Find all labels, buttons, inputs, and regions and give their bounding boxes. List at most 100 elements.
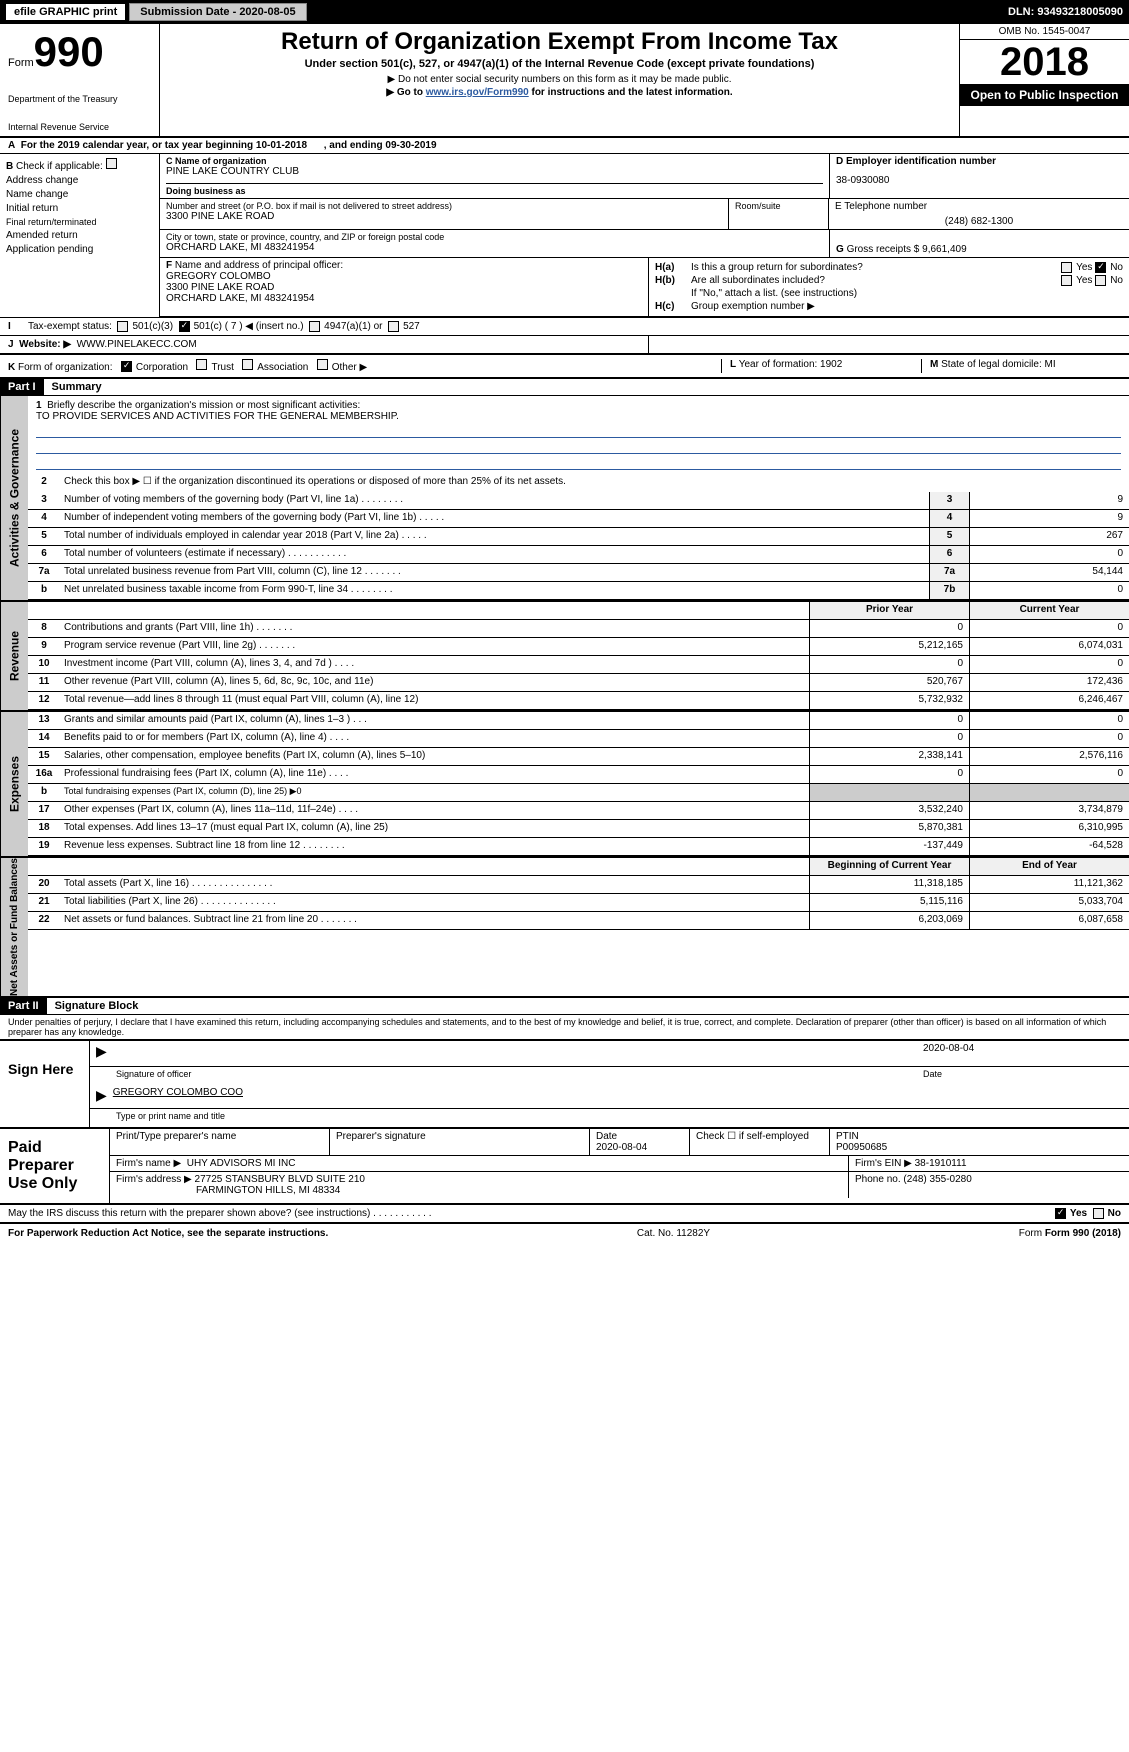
data-line: 12Total revenue—add lines 8 through 11 (… bbox=[28, 692, 1129, 710]
check-pending: Application pending bbox=[6, 244, 153, 255]
footer: For Paperwork Reduction Act Notice, see … bbox=[0, 1224, 1129, 1243]
firm-name: UHY ADVISORS MI INC bbox=[187, 1158, 296, 1169]
527-check[interactable] bbox=[388, 321, 399, 332]
gov-line: 7aTotal unrelated business revenue from … bbox=[28, 564, 1129, 582]
tax-year: 2018 bbox=[960, 40, 1129, 84]
501c-check[interactable] bbox=[179, 321, 190, 332]
checkbox[interactable] bbox=[106, 158, 117, 169]
part2-title: Signature Block bbox=[47, 998, 147, 1014]
form-label: Form bbox=[8, 57, 34, 69]
corp-check[interactable] bbox=[121, 361, 132, 372]
irs-discuss: May the IRS discuss this return with the… bbox=[8, 1208, 1055, 1219]
label-b: B bbox=[6, 161, 13, 172]
line1-num: 1 bbox=[36, 400, 42, 411]
j-label: J bbox=[8, 339, 14, 350]
tax-exempt-row: I Tax-exempt status: 501(c)(3) 501(c) ( … bbox=[0, 318, 1129, 336]
netassets-side: Net Assets or Fund Balances bbox=[0, 858, 28, 996]
phone-value: (248) 682-1300 bbox=[835, 216, 1123, 227]
sign-section: Sign Here ▶ 2020-08-04 Signature of offi… bbox=[0, 1039, 1129, 1127]
addr-label: Number and street (or P.O. box if mail i… bbox=[166, 201, 722, 211]
form-footer: Form Form 990 (2018) bbox=[1019, 1228, 1121, 1239]
sig-arrow2-icon: ▶ bbox=[96, 1087, 107, 1106]
sign-date: 2020-08-04 bbox=[923, 1043, 1123, 1064]
firm-phone: (248) 355-0280 bbox=[903, 1174, 971, 1185]
other-check[interactable] bbox=[317, 359, 328, 370]
begin-year-header: Beginning of Current Year bbox=[809, 858, 969, 875]
data-line: 8Contributions and grants (Part VIII, li… bbox=[28, 620, 1129, 638]
form-header: Form990 Department of the Treasury Inter… bbox=[0, 24, 1129, 138]
submission-date-btn[interactable]: Submission Date - 2020-08-05 bbox=[129, 3, 306, 21]
preparer-label: Paid Preparer Use Only bbox=[0, 1129, 110, 1203]
data-line: 18Total expenses. Add lines 13–17 (must … bbox=[28, 820, 1129, 838]
revenue-section: Revenue Prior Year Current Year 8Contrib… bbox=[0, 602, 1129, 712]
g-label: G bbox=[836, 244, 844, 255]
ptin-value: P00950685 bbox=[836, 1142, 887, 1153]
room-label: Room/suite bbox=[729, 199, 829, 229]
title-box: Return of Organization Exempt From Incom… bbox=[160, 24, 959, 136]
gov-line: 3Number of voting members of the governi… bbox=[28, 492, 1129, 510]
trust-check[interactable] bbox=[196, 359, 207, 370]
d-label: D Employer identification number bbox=[836, 156, 1123, 167]
part1-title: Summary bbox=[44, 379, 110, 395]
firm-addr2: FARMINGTON HILLS, MI 48334 bbox=[196, 1185, 340, 1196]
officer-city: ORCHARD LAKE, MI 483241954 bbox=[166, 293, 314, 304]
l-label: L bbox=[730, 359, 736, 370]
hb-yes[interactable] bbox=[1061, 275, 1072, 286]
preparer-section: Paid Preparer Use Only Print/Type prepar… bbox=[0, 1127, 1129, 1205]
website-value: WWW.PINELAKECC.COM bbox=[77, 339, 197, 350]
assoc-check[interactable] bbox=[242, 359, 253, 370]
top-bar: efile GRAPHIC print Submission Date - 20… bbox=[0, 0, 1129, 24]
sig-officer-label: Signature of officer bbox=[116, 1069, 923, 1083]
form-990: 990 bbox=[34, 28, 104, 75]
revenue-side: Revenue bbox=[0, 602, 28, 710]
k-label: K bbox=[8, 362, 15, 373]
city-value: ORCHARD LAKE, MI 483241954 bbox=[166, 242, 823, 253]
current-year-header: Current Year bbox=[969, 602, 1129, 619]
check-initial: Initial return bbox=[6, 203, 153, 214]
efile-label: efile GRAPHIC print bbox=[6, 4, 125, 20]
gov-line: 6Total number of volunteers (estimate if… bbox=[28, 546, 1129, 564]
discuss-yes[interactable] bbox=[1055, 1208, 1066, 1219]
prior-year-header: Prior Year bbox=[809, 602, 969, 619]
irs-link[interactable]: www.irs.gov/Form990 bbox=[426, 87, 529, 98]
signer-name: GREGORY COLOMBO COO bbox=[113, 1087, 243, 1106]
part1-header: Part I bbox=[0, 379, 44, 395]
sign-here-label: Sign Here bbox=[0, 1041, 90, 1127]
4947-check[interactable] bbox=[309, 321, 320, 332]
part2-header-row: Part II Signature Block bbox=[0, 998, 1129, 1015]
hc-label: H(c) bbox=[655, 301, 691, 312]
print-name-label: Print/Type preparer's name bbox=[110, 1129, 330, 1155]
data-line: 9Program service revenue (Part VIII, lin… bbox=[28, 638, 1129, 656]
f-label: F bbox=[166, 260, 172, 271]
dln-label: DLN: 93493218005090 bbox=[1008, 6, 1123, 18]
dept-treasury: Department of the Treasury bbox=[8, 94, 151, 104]
data-line: 10Investment income (Part VIII, column (… bbox=[28, 656, 1129, 674]
discuss-no[interactable] bbox=[1093, 1208, 1104, 1219]
data-line: 19Revenue less expenses. Subtract line 1… bbox=[28, 838, 1129, 856]
data-line: 16aProfessional fundraising fees (Part I… bbox=[28, 766, 1129, 784]
data-line: 22Net assets or fund balances. Subtract … bbox=[28, 912, 1129, 930]
irs-label: Internal Revenue Service bbox=[8, 122, 151, 132]
officer-addr: 3300 PINE LAKE ROAD bbox=[166, 282, 274, 293]
subtitle-3: ▶ Go to www.irs.gov/Form990 for instruct… bbox=[164, 87, 955, 98]
open-public: Open to Public Inspection bbox=[960, 84, 1129, 106]
hb-no[interactable] bbox=[1095, 275, 1106, 286]
ha-no[interactable] bbox=[1095, 262, 1106, 273]
data-line: 21Total liabilities (Part X, line 26) . … bbox=[28, 894, 1129, 912]
firm-ein: 38-1910111 bbox=[915, 1158, 967, 1169]
form-title: Return of Organization Exempt From Incom… bbox=[164, 28, 955, 56]
governance-side: Activities & Governance bbox=[0, 396, 28, 600]
form-number-box: Form990 Department of the Treasury Inter… bbox=[0, 24, 160, 136]
ha-yes[interactable] bbox=[1061, 262, 1072, 273]
data-line: 15Salaries, other compensation, employee… bbox=[28, 748, 1129, 766]
501c3-check[interactable] bbox=[117, 321, 128, 332]
check-amended: Amended return bbox=[6, 230, 153, 241]
data-line: 14Benefits paid to or for members (Part … bbox=[28, 730, 1129, 748]
officer-name: GREGORY COLOMBO bbox=[166, 271, 271, 282]
year-box: OMB No. 1545-0047 2018 Open to Public In… bbox=[959, 24, 1129, 136]
row-a: A For the 2019 calendar year, or tax yea… bbox=[0, 138, 1129, 154]
i-label: I bbox=[8, 321, 28, 332]
c-label: C Name of organization bbox=[166, 156, 823, 166]
part1-header-row: Part I Summary bbox=[0, 379, 1129, 396]
dba-label: Doing business as bbox=[166, 186, 823, 196]
